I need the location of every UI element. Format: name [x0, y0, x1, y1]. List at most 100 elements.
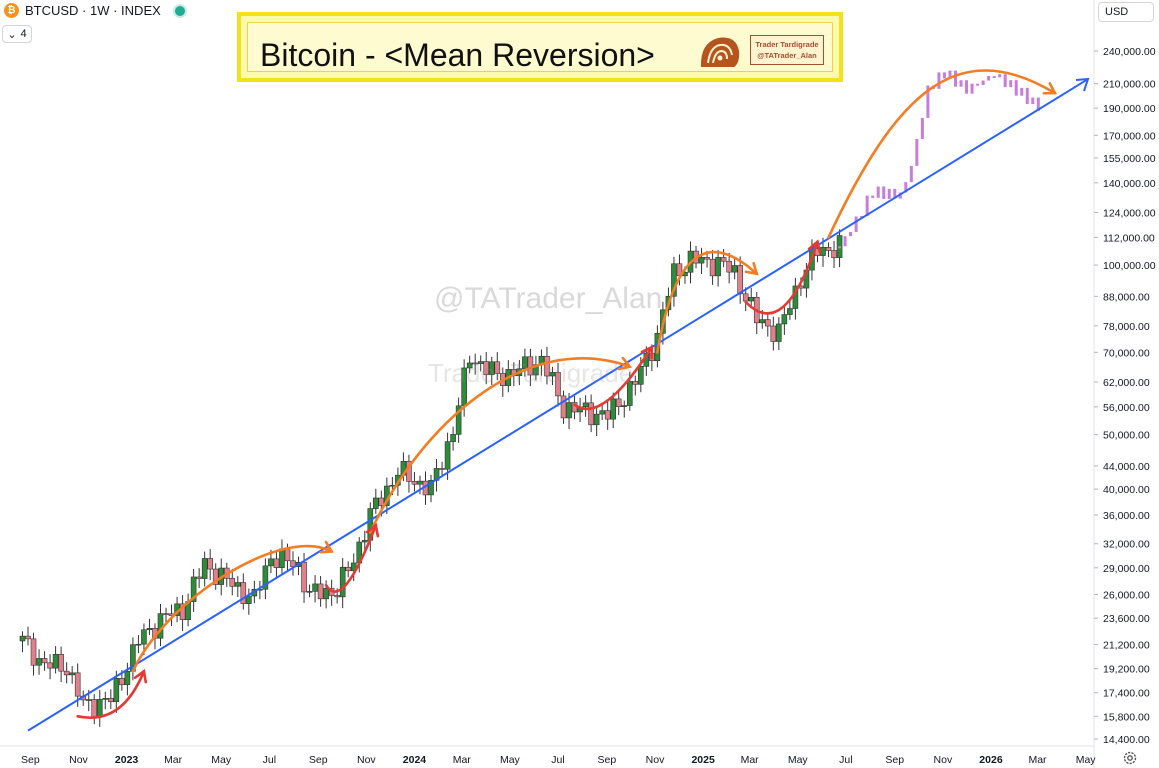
symbol-header[interactable]: ₿ BTCUSD · 1W · INDEX [4, 3, 187, 18]
candle-body [306, 591, 313, 593]
candle-body [229, 578, 236, 587]
candle-body [488, 361, 495, 375]
candle-body [626, 381, 633, 406]
candle-body [671, 263, 677, 297]
candle-body [444, 441, 451, 470]
price-tick-label: 26,000.00 [1103, 590, 1150, 602]
projection-bar [1025, 87, 1029, 104]
price-tick-label: 32,000.00 [1103, 539, 1150, 551]
projection-bar [948, 70, 952, 79]
candle-body [560, 395, 567, 419]
bitcoin-icon: ₿ [4, 3, 19, 18]
projection-bar [909, 165, 913, 183]
title-banner-inner: Bitcoin - <Mean Reversion> Trader Tardig… [247, 22, 833, 73]
price-tick-label: 40,000.00 [1103, 484, 1150, 496]
price-tick-label: 210,000.00 [1103, 79, 1156, 91]
candle-body [825, 247, 832, 251]
price-tick-label: 100,000.00 [1103, 260, 1156, 272]
candle-body [759, 319, 766, 324]
candle-body [588, 402, 594, 426]
candle-body [284, 548, 291, 562]
projection-bar [849, 231, 853, 237]
candles [19, 229, 843, 727]
candle-body [715, 257, 721, 277]
candle-body [483, 361, 490, 375]
candle-body [549, 372, 556, 377]
candle-body [555, 372, 561, 397]
time-tick-label: Nov [646, 754, 665, 766]
projection-bar [871, 195, 875, 198]
candle-body [41, 658, 48, 664]
projection-bar [1036, 97, 1040, 111]
price-tick-label: 21,200.00 [1103, 639, 1150, 651]
bottom-arc-arrowhead-icon [640, 345, 654, 360]
chart-grid [0, 0, 1095, 768]
price-tick-label: 155,000.00 [1103, 153, 1156, 165]
candle-body [466, 362, 473, 369]
top-arc-arrowhead-icon [1042, 82, 1058, 95]
time-tick-label: Mar [453, 754, 472, 766]
candle-body [25, 635, 31, 640]
candle-body [764, 319, 771, 327]
chevron-down-icon: ⌄ [7, 28, 17, 41]
candle-body [820, 247, 826, 256]
indicators-toggle[interactable]: ⌄ 4 [2, 25, 32, 43]
candle-body [704, 257, 710, 260]
projection-candles [838, 70, 1040, 249]
candle-body [91, 699, 98, 718]
time-tick-label: Nov [357, 754, 376, 766]
candle-body [373, 497, 379, 509]
time-tick-label: Sep [885, 754, 904, 766]
candle-body [312, 583, 318, 592]
price-tick-label: 140,000.00 [1103, 178, 1156, 190]
price-tick-label: 29,000.00 [1103, 563, 1150, 575]
candle-body [472, 362, 478, 365]
candle-body [787, 308, 793, 315]
candle-body [47, 662, 53, 669]
candle-body [163, 613, 169, 615]
top-arc [131, 544, 333, 673]
projection-bar [838, 246, 842, 249]
tardigrade-logo-icon [700, 37, 740, 67]
candle-body [19, 635, 26, 642]
projection-bar [937, 72, 941, 89]
projection-bar [926, 85, 930, 118]
candle-body [776, 323, 782, 342]
price-tick-label: 78,000.00 [1103, 321, 1150, 333]
gear-icon[interactable] [1122, 750, 1138, 766]
candle-body [323, 588, 329, 600]
candle-body [30, 638, 37, 666]
candle-body [141, 629, 147, 645]
candle-body [102, 698, 109, 700]
candle-body [378, 497, 385, 506]
candle-body [179, 603, 186, 620]
projection-bar [959, 80, 963, 87]
top-arc [656, 250, 759, 354]
candle-body [85, 699, 92, 701]
projection-bar [904, 182, 908, 193]
candle-body [748, 297, 755, 302]
time-tick-label: Nov [69, 754, 88, 766]
top-arc [368, 357, 632, 534]
candle-body [599, 410, 605, 415]
projection-bar [1020, 87, 1024, 96]
projection-bar [865, 195, 869, 216]
currency-selector[interactable]: USD [1098, 2, 1154, 22]
time-tick-label: Mar [1028, 754, 1047, 766]
bottom-arc [573, 345, 654, 411]
price-tick-label: 56,000.00 [1103, 402, 1150, 414]
projection-bar [942, 72, 946, 79]
candle-body [262, 565, 269, 590]
candle-body [450, 434, 456, 442]
candle-body [234, 582, 241, 587]
projection-bar [1031, 97, 1035, 104]
candle-body [638, 366, 644, 385]
projection-bar [1003, 74, 1007, 88]
price-tick-label: 62,000.00 [1103, 377, 1150, 389]
bottom-arc [76, 669, 146, 719]
bottom-arc [744, 240, 819, 315]
badge-line-2: @TATrader_Alan [757, 51, 817, 60]
candle-body [770, 325, 777, 342]
projection-bar [981, 80, 985, 86]
